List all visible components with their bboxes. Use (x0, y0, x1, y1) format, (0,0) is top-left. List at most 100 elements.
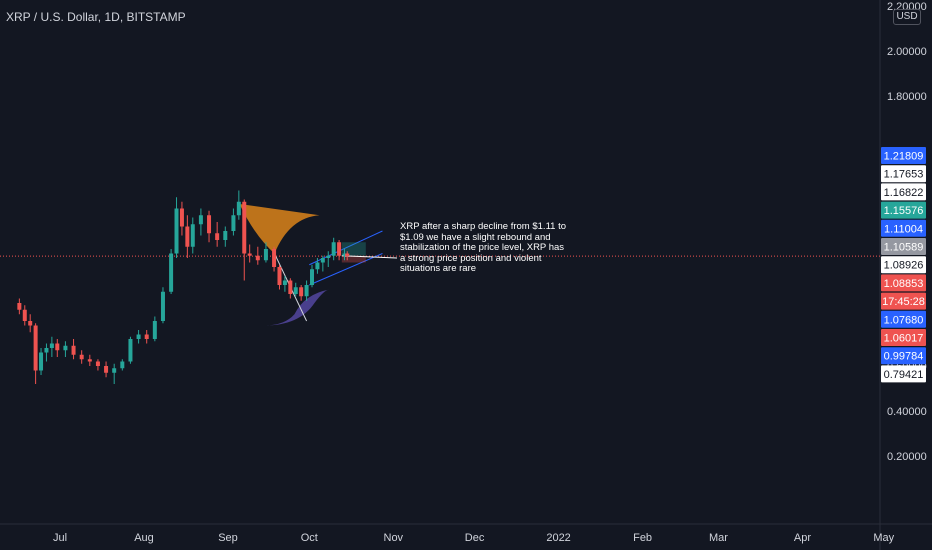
candle-body (44, 348, 49, 353)
candle-body (63, 345, 68, 351)
y-tick-label: 1.80000 (887, 91, 927, 103)
candlestick-series (17, 190, 350, 384)
candle-body (304, 285, 309, 297)
price-badge (881, 147, 926, 164)
candle-body (277, 267, 282, 285)
price-badge (881, 219, 926, 237)
candle-body (179, 208, 184, 227)
price-badge (881, 310, 926, 328)
price-badge (881, 274, 926, 292)
y-tick-label: 0.20000 (887, 451, 927, 463)
text-annotation[interactable]: XRP after a sharp decline from $1.11 to … (400, 221, 566, 274)
y-tick-label: 0.40000 (887, 406, 927, 418)
candle-body (104, 366, 109, 373)
candle-body (315, 262, 320, 270)
price-badge (881, 256, 926, 274)
candle-body (190, 224, 195, 247)
candle-body (263, 249, 268, 261)
candle-body (169, 253, 174, 292)
candle-body (95, 361, 100, 366)
price-badge (881, 347, 926, 365)
candle-body (87, 359, 92, 362)
candle-body (207, 215, 212, 234)
price-badge-label: 1.16822 (884, 187, 924, 199)
orange-pattern-shape (239, 204, 320, 254)
candle-body (310, 269, 314, 285)
price-badge-label: 1.06017 (884, 333, 924, 345)
candle-body (272, 249, 277, 267)
candle-body (215, 233, 220, 240)
price-badge (881, 365, 926, 383)
candle-body (71, 345, 76, 355)
candle-body (293, 287, 298, 294)
candle-body (152, 321, 157, 339)
candle-body (236, 201, 241, 216)
candle-body (49, 343, 54, 348)
price-badge (881, 183, 926, 201)
price-label-badges: 1.21809 1.17653 1.16822 1.15576 1.11004 1.105… (881, 147, 926, 383)
price-badge-label: 0.99784 (884, 351, 924, 363)
candle-body (242, 201, 247, 254)
chart-title: XRP / U.S. Dollar, 1D, BITSTAMP (6, 10, 186, 24)
y-tick-label: 2.00000 (887, 46, 927, 58)
price-badge (881, 329, 926, 346)
candle-body (136, 334, 141, 339)
x-tick-label: 2022 (546, 532, 570, 544)
x-tick-label: Sep (218, 532, 238, 544)
price-badge-label: 17:45:28 (882, 296, 925, 308)
candle-body (55, 343, 60, 351)
candle-body (337, 242, 342, 256)
candle-body (255, 255, 260, 261)
candle-body (345, 253, 350, 257)
stop-zone-box (341, 255, 366, 263)
candle-body (174, 208, 179, 254)
candle-body (282, 280, 287, 285)
candle-body (144, 334, 149, 339)
candle-body (299, 287, 304, 297)
candle-body (160, 291, 165, 321)
candle-body (231, 215, 236, 231)
currency-badge[interactable]: USD (893, 9, 921, 25)
price-badge-label: 1.08853 (884, 278, 924, 290)
x-tick-label: Nov (384, 532, 404, 544)
time-axis: Jul Aug Sep Oct Nov Dec 2022 Feb Mar Apr May (53, 532, 895, 544)
target-zone-box (341, 242, 366, 256)
price-badge-label: 1.21809 (884, 151, 924, 163)
candle-body (120, 361, 125, 369)
candle-body (28, 321, 33, 326)
price-badge-label: 1.07680 (884, 314, 924, 326)
candle-body (198, 215, 203, 225)
annotation-callout-line (341, 255, 398, 259)
x-tick-label: Feb (633, 532, 652, 544)
x-tick-label: Oct (301, 532, 318, 544)
candle-body (33, 325, 38, 371)
candle-body (320, 258, 325, 263)
candle-body (17, 303, 22, 310)
price-badge (881, 201, 926, 219)
price-badge-label: 1.10589 (884, 242, 924, 254)
candle-body (128, 339, 133, 362)
x-tick-label: Apr (794, 532, 811, 544)
candle-body (185, 226, 190, 247)
price-badge (881, 165, 926, 183)
price-badge (881, 292, 926, 310)
candle-body (247, 253, 252, 256)
candle-body (223, 231, 228, 240)
price-badge-label: 1.11004 (884, 223, 923, 235)
candle-body (22, 309, 27, 321)
x-tick-label: May (873, 532, 894, 544)
candle-body (288, 280, 293, 294)
price-badge-label: 1.17653 (884, 169, 924, 181)
price-badge (881, 238, 926, 255)
channel-lower-line (309, 253, 383, 286)
price-badge-label: 0.79421 (884, 369, 924, 381)
candle-body (326, 255, 331, 258)
x-tick-label: Jul (53, 532, 67, 544)
candle-body (342, 253, 347, 256)
candle-body (79, 354, 84, 360)
price-badge-label: 1.08926 (884, 260, 924, 272)
x-tick-label: Aug (134, 532, 154, 544)
candle-body (331, 242, 336, 256)
